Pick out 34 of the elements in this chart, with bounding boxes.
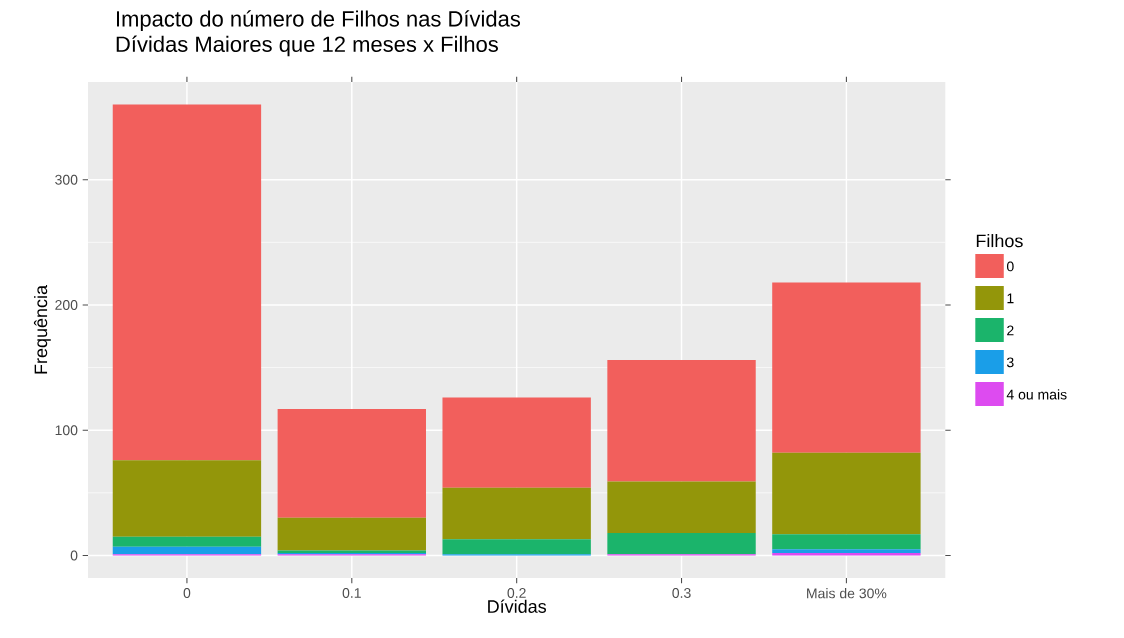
chart-title: Impacto do número de Filhos nas Dívidas: [116, 10, 521, 32]
x-tick-label: 0: [183, 588, 191, 598]
legend-label: 4 ou mais: [1006, 389, 1067, 400]
x-tick-label: 0.1: [342, 588, 361, 598]
x-tick-label: 0.2: [507, 588, 526, 598]
bar: [442, 539, 591, 555]
bar: [607, 532, 756, 555]
legend-label: 0: [1006, 261, 1014, 272]
bar: [772, 534, 921, 550]
bar: [442, 487, 591, 540]
y-tick-label: 300: [55, 174, 78, 185]
x-axis-title: Dívidas: [488, 599, 547, 613]
bar: [772, 452, 921, 535]
y-tick-label: 0: [70, 550, 78, 561]
bar: [112, 546, 262, 555]
bar: [607, 481, 756, 533]
legend-label: 2: [1007, 325, 1014, 336]
y-axis-title: Frequência: [33, 284, 51, 374]
bar: [112, 536, 262, 547]
x-tick-label: 0.3: [672, 588, 691, 598]
bar: [277, 408, 426, 518]
legend-label: 3: [1006, 357, 1014, 368]
bar: [772, 282, 921, 453]
legend-label: 1: [1007, 293, 1014, 304]
bar: [442, 397, 591, 488]
legend-title: Filhos: [976, 234, 1023, 248]
bar: [607, 360, 756, 482]
bar: [112, 104, 262, 461]
y-tick-label: 200: [55, 299, 78, 310]
chart-subtitle: Dívidas Maiores que 12 meses x Filhos: [116, 35, 498, 57]
bar: [277, 517, 426, 551]
x-tick-label: Mais de 30%: [807, 588, 887, 599]
bar: [112, 460, 262, 537]
y-tick-label: 100: [55, 425, 78, 436]
